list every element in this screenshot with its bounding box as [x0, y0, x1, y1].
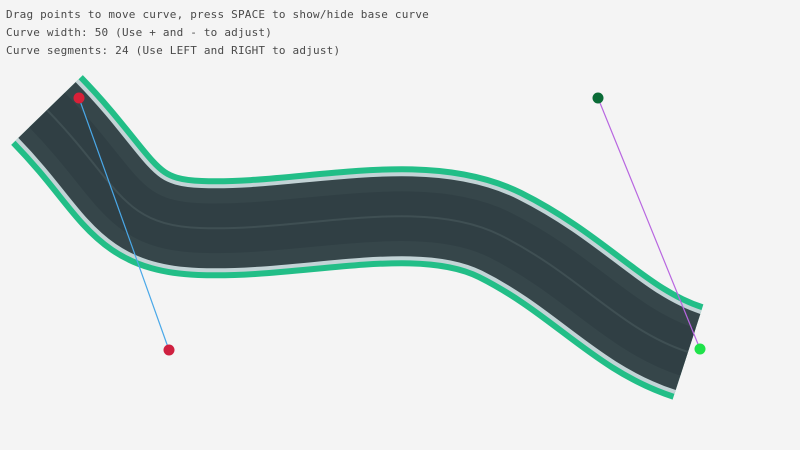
control-point-end-control[interactable]: [592, 92, 604, 104]
road-center-line: [46, 109, 689, 353]
control-point-end-anchor[interactable]: [694, 343, 706, 355]
control-point-start-anchor[interactable]: [73, 92, 85, 104]
control-point-start-control[interactable]: [163, 344, 175, 356]
start-handle-line: [78, 97, 170, 351]
end-handle-line: [597, 97, 701, 350]
